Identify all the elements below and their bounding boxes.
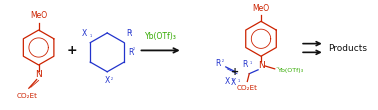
Text: CO₂Et: CO₂Et	[16, 93, 37, 99]
Text: ¹: ¹	[130, 31, 132, 36]
Text: +: +	[231, 67, 240, 77]
Text: CO₂Et: CO₂Et	[237, 85, 258, 91]
Text: +: +	[67, 44, 77, 57]
Text: X: X	[231, 78, 236, 87]
Text: MeO: MeO	[253, 4, 270, 13]
Text: ²: ²	[133, 48, 135, 53]
Text: ⁻: ⁻	[276, 66, 279, 72]
Text: R: R	[129, 48, 134, 57]
Text: ²: ²	[222, 60, 224, 65]
Text: R: R	[215, 60, 221, 69]
Text: ¹: ¹	[249, 62, 251, 67]
Text: R: R	[242, 60, 247, 69]
Text: N: N	[35, 70, 42, 79]
Text: X: X	[225, 77, 230, 86]
Text: Products: Products	[328, 44, 367, 53]
Text: ¹: ¹	[89, 35, 91, 40]
Text: ²: ²	[111, 78, 113, 83]
Text: X: X	[82, 29, 87, 38]
Text: Yb(OTf)₃: Yb(OTf)₃	[278, 68, 304, 73]
Text: Yb(OTf)₃: Yb(OTf)₃	[145, 32, 177, 41]
Text: R: R	[126, 29, 132, 38]
Text: ²: ²	[232, 79, 234, 83]
Text: X: X	[105, 76, 110, 85]
Text: MeO: MeO	[30, 11, 47, 20]
Text: N: N	[258, 61, 264, 70]
Text: ¹: ¹	[237, 80, 240, 84]
